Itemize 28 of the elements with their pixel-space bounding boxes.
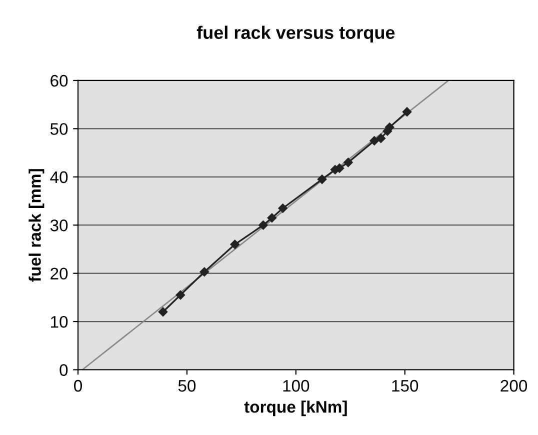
x-tick-label: 50 bbox=[178, 380, 196, 392]
x-tick-label: 150 bbox=[392, 380, 418, 392]
y-axis-title: fuel rack [mm] bbox=[28, 169, 44, 282]
y-tick-label: 60 bbox=[50, 74, 68, 87]
y-tick-label: 10 bbox=[51, 316, 68, 328]
x-tick-label: 100 bbox=[283, 380, 310, 392]
x-axis-title: torque [kNm] bbox=[244, 400, 347, 416]
point bbox=[376, 134, 386, 143]
y-tick-label: 40 bbox=[50, 171, 68, 184]
point bbox=[402, 107, 412, 116]
point bbox=[230, 240, 240, 250]
chart-title: fuel rack versus torque bbox=[196, 26, 395, 43]
y-tick-label: 20 bbox=[50, 268, 68, 280]
point bbox=[158, 307, 168, 317]
y-tick-label: 30 bbox=[50, 220, 68, 232]
point bbox=[317, 174, 327, 184]
point bbox=[344, 158, 353, 168]
x-tick-label: 200 bbox=[500, 380, 528, 392]
point bbox=[200, 267, 210, 277]
point bbox=[176, 290, 186, 300]
point bbox=[384, 122, 394, 132]
x-tick-label: 0 bbox=[74, 380, 82, 392]
point bbox=[258, 220, 268, 230]
y-tick-label: 0 bbox=[60, 364, 68, 376]
point bbox=[278, 204, 288, 213]
y-tick-label: 50 bbox=[50, 123, 68, 135]
point bbox=[267, 213, 277, 223]
point bbox=[370, 136, 379, 146]
